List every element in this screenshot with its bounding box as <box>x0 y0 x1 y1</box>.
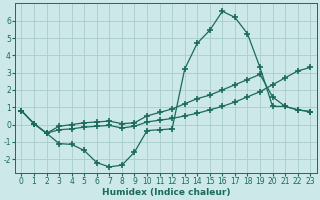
X-axis label: Humidex (Indice chaleur): Humidex (Indice chaleur) <box>101 188 230 197</box>
